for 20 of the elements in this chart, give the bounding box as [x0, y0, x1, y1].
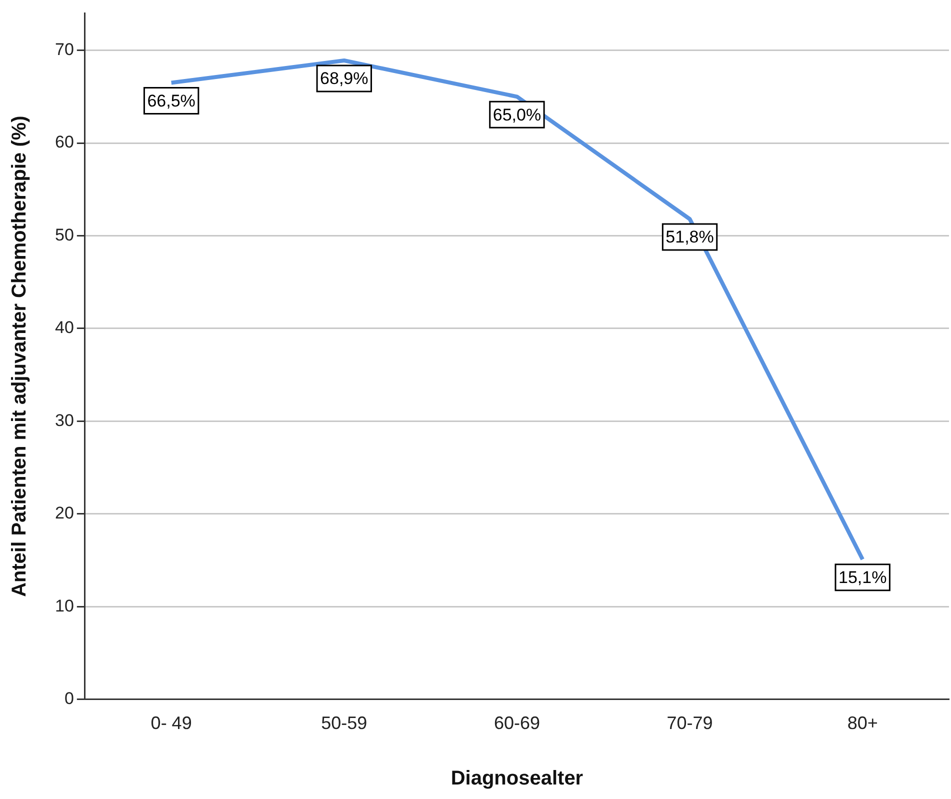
data-label: 15,1%: [838, 568, 887, 588]
data-label: 66,5%: [147, 91, 196, 110]
y-tick-label: 50: [54, 225, 74, 244]
x-tick-label: 50-59: [321, 713, 368, 734]
y-tick-label: 20: [54, 504, 74, 523]
y-tick-label: 30: [54, 410, 74, 430]
x-tick-label: 80+: [847, 713, 878, 734]
data-label: 65,0%: [492, 105, 542, 124]
x-tick-label: 70-79: [666, 713, 713, 734]
y-tick-label: 10: [54, 596, 74, 616]
y-tick-label: 0: [64, 689, 74, 708]
y-axis-title: Anteil Patienten mit adjuvanter Chemotherapie (%): [8, 116, 31, 597]
x-tick-label: 0- 49: [150, 713, 192, 734]
y-tick-label: 60: [54, 132, 74, 152]
x-tick-label: 60-69: [494, 713, 540, 734]
y-tick-label: 40: [54, 318, 74, 338]
y-tick-label: 70: [54, 40, 74, 59]
data-label: 68,9%: [320, 69, 368, 88]
data-label: 51,8%: [666, 228, 714, 247]
x-axis-title: Diagnosealter: [450, 768, 584, 790]
